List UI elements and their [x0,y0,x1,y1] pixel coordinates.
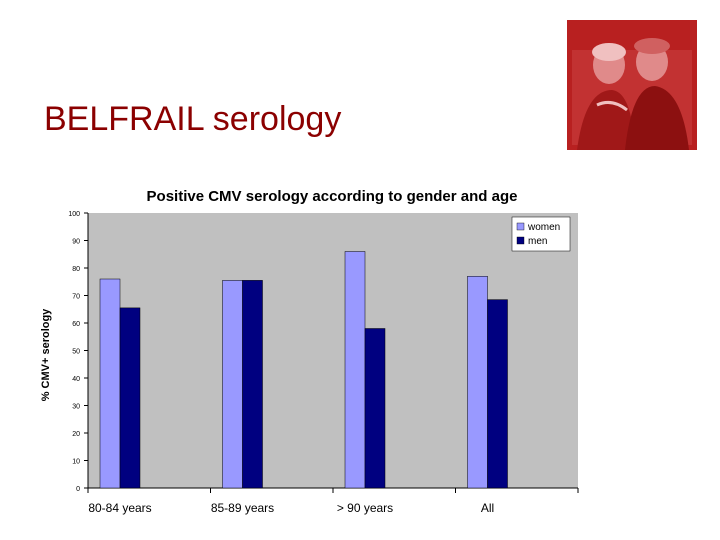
y-tick-label: 100 [68,211,80,218]
bar-women [99,278,121,489]
x-tick-label: 80-84 years [88,501,151,515]
y-tick-label: 30 [72,404,80,411]
bar-men [119,307,141,489]
y-tick-label: 20 [72,431,80,438]
elderly-couple-photo [567,20,697,150]
y-tick-label: 80 [72,266,80,273]
slide-title: BELFRAIL serology [44,100,342,138]
bar-women [344,251,366,489]
x-tick-label: All [481,501,494,515]
y-tick-label: 50 [72,349,80,356]
y-tick-label: 70 [72,294,80,301]
y-tick-label: 60 [72,321,80,328]
legend-swatch-men [516,236,525,245]
bar-women [467,276,488,489]
chart-title: Positive CMV serology according to gende… [146,188,518,205]
y-tick-label: 40 [72,376,80,383]
bar-men [364,328,386,489]
y-tick-label: 90 [72,239,80,246]
y-tick-label: 0 [76,486,80,493]
x-tick-label: 85-89 years [211,501,274,515]
bar-women [222,280,243,489]
legend-swatch-women [516,222,525,231]
x-tick-label: > 90 years [337,501,393,515]
y-tick-label: 10 [72,459,80,466]
legend-label-men: men [528,236,547,247]
bar-men [242,280,263,489]
legend [511,216,571,252]
bar-men [487,299,508,489]
legend-label-women: women [527,222,560,233]
